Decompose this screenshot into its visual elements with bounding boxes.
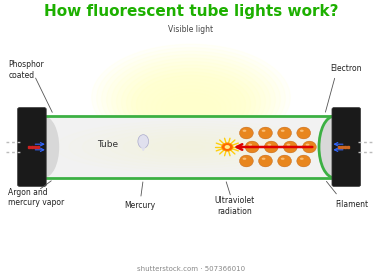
Ellipse shape: [240, 127, 253, 139]
Bar: [44, 141, 334, 153]
Ellipse shape: [243, 158, 246, 160]
Ellipse shape: [278, 127, 291, 139]
Ellipse shape: [176, 103, 206, 119]
Ellipse shape: [297, 127, 311, 139]
Ellipse shape: [136, 75, 246, 134]
Ellipse shape: [164, 142, 218, 152]
Ellipse shape: [171, 100, 211, 121]
Bar: [44, 138, 334, 156]
Ellipse shape: [245, 141, 259, 153]
Ellipse shape: [300, 158, 304, 160]
Bar: [44, 132, 334, 162]
FancyBboxPatch shape: [18, 108, 46, 186]
Ellipse shape: [243, 130, 246, 132]
Ellipse shape: [121, 65, 261, 139]
Text: Filament: Filament: [335, 200, 369, 209]
Ellipse shape: [300, 130, 304, 132]
Text: Electron: Electron: [330, 64, 362, 73]
Ellipse shape: [126, 68, 256, 137]
Ellipse shape: [248, 144, 252, 146]
Ellipse shape: [92, 44, 290, 151]
Ellipse shape: [286, 144, 290, 146]
Ellipse shape: [102, 51, 280, 147]
Text: Mercury: Mercury: [124, 201, 155, 210]
Bar: [44, 130, 334, 164]
Ellipse shape: [83, 126, 299, 168]
Bar: [44, 125, 334, 169]
Ellipse shape: [156, 89, 226, 127]
Text: Visible light: Visible light: [168, 25, 214, 34]
Ellipse shape: [137, 137, 245, 157]
Ellipse shape: [161, 93, 221, 125]
Ellipse shape: [177, 144, 205, 150]
Ellipse shape: [259, 127, 272, 139]
Text: Ultraviolet
radiation: Ultraviolet radiation: [215, 196, 255, 216]
Ellipse shape: [112, 58, 270, 143]
Text: Argon and
mercury vapor: Argon and mercury vapor: [8, 188, 65, 207]
Ellipse shape: [259, 155, 272, 167]
Ellipse shape: [278, 155, 291, 167]
Ellipse shape: [319, 116, 350, 178]
Polygon shape: [139, 141, 147, 151]
Ellipse shape: [97, 48, 285, 149]
Ellipse shape: [267, 144, 271, 146]
Ellipse shape: [69, 123, 313, 171]
Text: Tube: Tube: [97, 140, 118, 149]
Ellipse shape: [141, 79, 241, 132]
Bar: [44, 143, 334, 151]
Ellipse shape: [123, 134, 259, 160]
Ellipse shape: [240, 155, 253, 167]
Ellipse shape: [306, 144, 309, 146]
Bar: [44, 136, 334, 158]
Ellipse shape: [283, 141, 297, 153]
Bar: [44, 116, 334, 178]
Ellipse shape: [264, 141, 278, 153]
Ellipse shape: [262, 130, 265, 132]
Ellipse shape: [107, 55, 275, 145]
Ellipse shape: [297, 155, 311, 167]
Ellipse shape: [96, 129, 286, 165]
Text: shutterstock.com · 507366010: shutterstock.com · 507366010: [137, 266, 245, 272]
Ellipse shape: [186, 110, 196, 115]
Bar: [44, 134, 334, 160]
Ellipse shape: [29, 116, 59, 178]
Ellipse shape: [138, 135, 149, 148]
Text: Phosphor
coated: Phosphor coated: [8, 60, 44, 80]
Bar: [44, 128, 334, 166]
Ellipse shape: [181, 106, 201, 117]
Text: How fluorescent tube lights work?: How fluorescent tube lights work?: [44, 4, 338, 19]
Ellipse shape: [131, 72, 251, 136]
Ellipse shape: [225, 145, 230, 149]
Ellipse shape: [146, 82, 236, 130]
Ellipse shape: [303, 141, 316, 153]
Ellipse shape: [281, 158, 285, 160]
Bar: [44, 145, 334, 149]
Ellipse shape: [222, 143, 233, 151]
Ellipse shape: [281, 130, 285, 132]
Ellipse shape: [110, 131, 272, 163]
Ellipse shape: [151, 139, 231, 155]
Ellipse shape: [117, 62, 265, 141]
Ellipse shape: [166, 96, 216, 123]
Ellipse shape: [262, 158, 265, 160]
FancyBboxPatch shape: [332, 108, 361, 186]
Ellipse shape: [151, 86, 231, 128]
Ellipse shape: [55, 121, 327, 173]
